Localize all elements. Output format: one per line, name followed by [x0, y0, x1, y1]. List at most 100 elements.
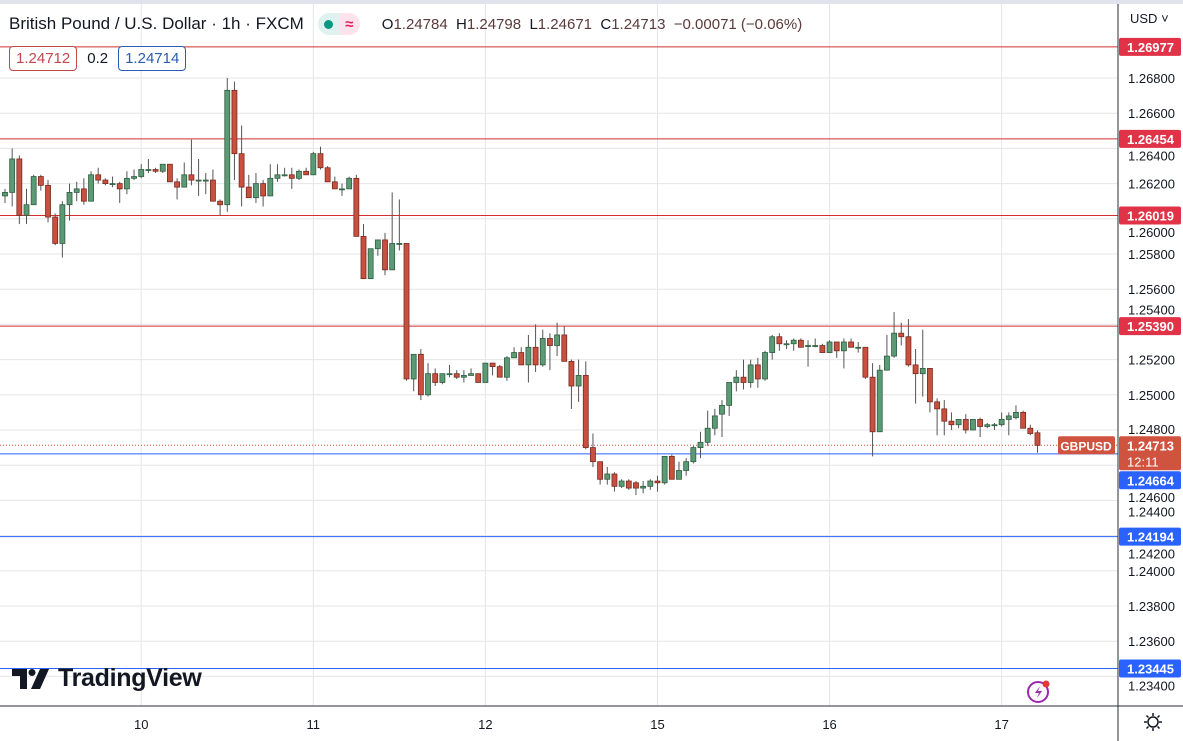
bar-countdown: 12:11: [1127, 454, 1159, 469]
current-price-label: 1.24713: [1127, 438, 1174, 453]
buy-button[interactable]: 1.24714: [118, 46, 187, 71]
time-axis-bg: [0, 706, 1183, 741]
candle-down: [977, 419, 984, 427]
candle-down: [848, 341, 854, 348]
chevron-down-icon: ˅: [1161, 11, 1169, 26]
x-tick-label: 12: [478, 717, 492, 732]
candle-down: [382, 239, 388, 271]
candle-up: [604, 473, 611, 480]
candle-up: [726, 382, 733, 406]
settings-gear-icon[interactable]: [1143, 712, 1163, 732]
candle-down: [317, 153, 324, 169]
resistance-level-label-bg: [1119, 206, 1181, 225]
candle-down: [740, 376, 747, 383]
y-tick-label: 1.24600: [1128, 490, 1175, 505]
candle-down: [52, 216, 59, 244]
candle-up: [2, 191, 8, 197]
top-strip: [0, 0, 1183, 4]
y-tick-label: 1.23400: [1128, 678, 1175, 693]
sell-button[interactable]: 1.24712: [9, 46, 78, 71]
candle-up: [733, 376, 740, 383]
candle-up: [296, 170, 302, 179]
candle-down: [238, 153, 245, 188]
candle-up: [876, 369, 883, 433]
x-tick-label: 15: [650, 717, 664, 732]
candle-up: [267, 177, 274, 197]
candle-up: [181, 174, 188, 188]
candle-down: [597, 461, 604, 480]
candle-up: [123, 177, 130, 190]
candle-up: [310, 153, 317, 176]
candle-up: [783, 343, 790, 346]
candle-down: [633, 482, 639, 489]
candle-down: [45, 184, 51, 218]
candle-up: [281, 174, 288, 177]
candle-up: [131, 176, 137, 179]
candle-up: [884, 355, 890, 371]
market-open-icon: [317, 13, 339, 35]
candle-up: [30, 176, 37, 206]
candle-up: [747, 364, 754, 383]
y-tick-label: 1.26600: [1128, 106, 1175, 121]
candle-up: [790, 339, 797, 345]
support-level-label: 1.24664: [1127, 473, 1175, 488]
candle-down: [1034, 432, 1041, 446]
symbol-title[interactable]: British Pound / U.S. Dollar · 1h · FXCM: [9, 14, 304, 33]
candle-down: [797, 339, 804, 348]
y-tick-label: 1.23800: [1128, 599, 1175, 614]
x-tick-label: 16: [822, 717, 836, 732]
y-tick-label: 1.23600: [1128, 634, 1175, 649]
candle-down: [561, 334, 568, 362]
candle-down: [353, 177, 360, 237]
candle-up: [460, 375, 467, 378]
candle-up: [88, 174, 94, 202]
candle-up: [525, 346, 532, 366]
candle-down: [582, 375, 589, 449]
candle-up: [575, 375, 582, 387]
y-tick-label: 1.24800: [1128, 422, 1175, 437]
candle-down: [590, 447, 596, 463]
y-tick-label: 1.26400: [1128, 148, 1175, 163]
candle-up: [346, 177, 353, 190]
resistance-level-label: 1.25390: [1127, 319, 1174, 334]
candle-up: [991, 424, 998, 427]
y-tick-label: 1.24400: [1128, 504, 1175, 519]
resistance-level-label: 1.26454: [1127, 132, 1175, 147]
candle-up: [482, 362, 489, 383]
y-tick-label: 1.24000: [1128, 564, 1175, 579]
candle-up: [59, 204, 66, 244]
candle-down: [912, 364, 919, 375]
candle-up: [145, 169, 152, 171]
candle-down: [898, 332, 905, 338]
candle-up: [762, 352, 768, 380]
y-tick-label: 1.26800: [1128, 71, 1175, 86]
y-tick-label: 1.26000: [1128, 225, 1175, 240]
candle-up: [503, 357, 510, 378]
candle-up: [109, 183, 116, 186]
candle-up: [23, 204, 30, 216]
candle-down: [303, 170, 310, 176]
status-pill[interactable]: ≈: [317, 13, 360, 35]
candle-up: [955, 419, 962, 426]
candle-up: [159, 163, 166, 172]
candle-down: [754, 364, 761, 380]
candle-down: [245, 186, 252, 199]
currency-dropdown[interactable]: USD ˅: [1130, 11, 1169, 26]
support-level-label-bg: [1119, 471, 1181, 490]
candle-up: [202, 179, 209, 182]
candle-down: [905, 336, 912, 366]
candle-down: [941, 408, 948, 422]
candle-up: [690, 447, 697, 463]
candle-up: [697, 441, 704, 449]
candle-down: [496, 366, 503, 378]
y-tick-label: 1.24200: [1128, 547, 1175, 562]
candle-down: [532, 346, 539, 366]
candle-down: [948, 420, 955, 426]
candle-up: [704, 427, 711, 443]
current-price-label-bg: [1119, 436, 1181, 471]
candle-up: [73, 188, 80, 193]
candle-up: [439, 373, 446, 383]
lightning-alert-icon[interactable]: [1025, 677, 1053, 705]
candle-down: [260, 183, 267, 197]
